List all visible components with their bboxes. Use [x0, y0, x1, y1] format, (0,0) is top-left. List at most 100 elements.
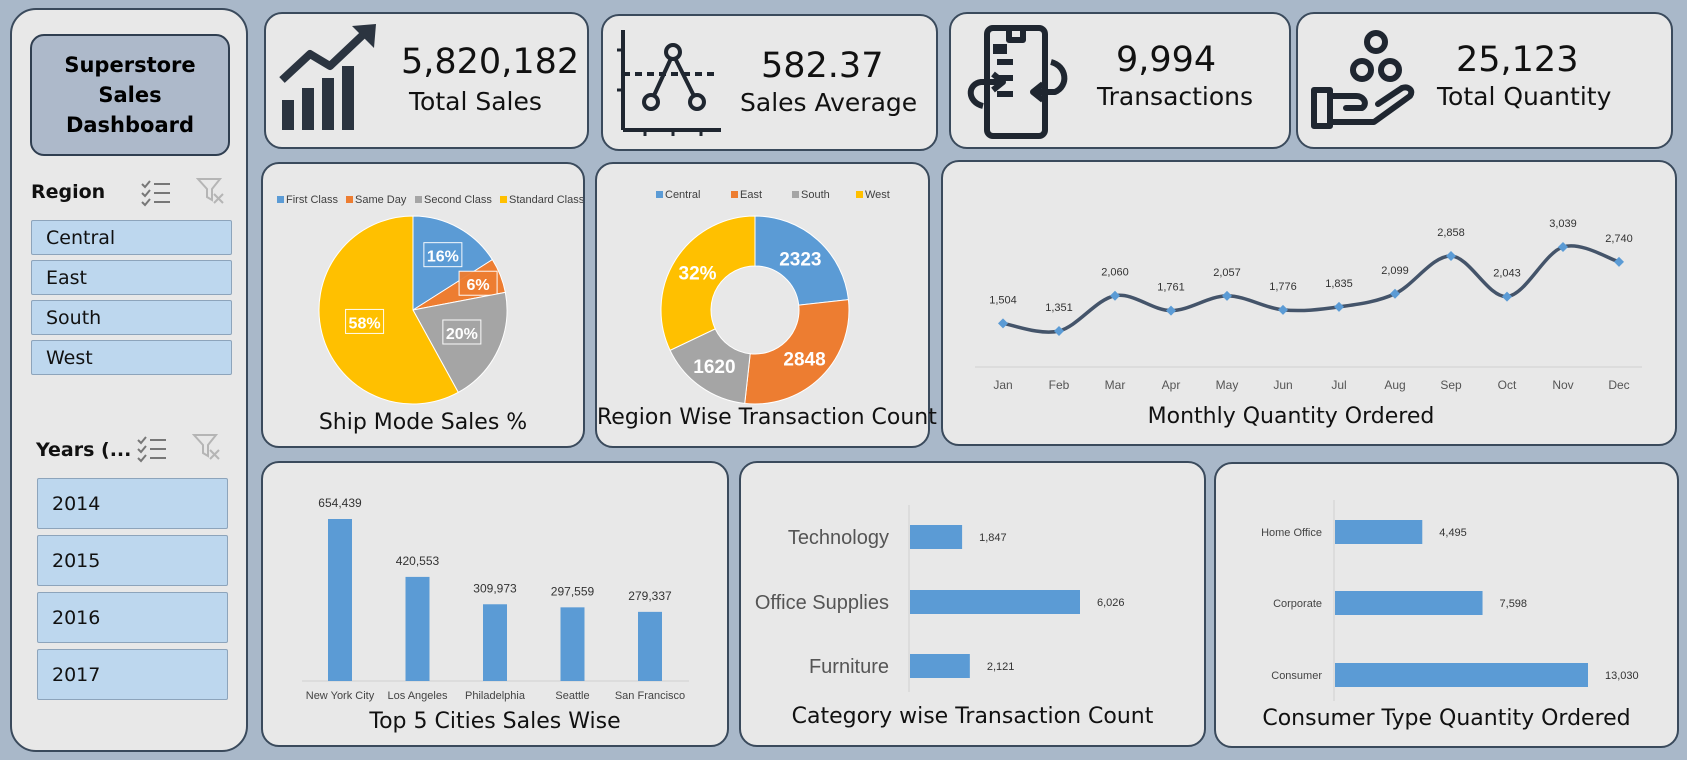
x-tick-label-aug: Aug: [1384, 378, 1405, 392]
transactions-value: 9,994: [1116, 40, 1217, 80]
bar-san-francisco: [638, 611, 662, 681]
marker-apr: [1166, 305, 1176, 316]
data-label-box-first-class: [423, 242, 463, 268]
data-label-east: 2848: [783, 349, 825, 370]
x-tick-label-philadelphia: Philadelphia: [465, 690, 526, 702]
region-clear-filter-icon[interactable]: [195, 176, 226, 208]
bar-corporate: [1335, 591, 1483, 615]
region-slicer-item-east[interactable]: East: [31, 260, 232, 295]
ship-mode-chart-title: Ship Mode Sales %: [318, 410, 528, 435]
total-quantity-label: Total Quantity: [1437, 82, 1612, 111]
marker-mar: [1110, 290, 1120, 301]
monthly-line-chart: 1,504 Jan 1,351 Feb 2,060 Mar 1,761 Apr 2,057 May…: [975, 218, 1642, 392]
marker-jul: [1334, 301, 1344, 312]
data-label-jul: 1,835: [1325, 278, 1353, 290]
legend-label-second-class: Second Class: [424, 194, 492, 206]
kpi-card-total-sales: 5,820,182 Total Sales: [264, 12, 589, 149]
data-label-box-second-class: [442, 319, 482, 345]
y-tick-label-home-office: Home Office: [1261, 527, 1322, 539]
data-label-new-york-city: 654,439: [318, 496, 362, 510]
years-slicer-header: Years (...: [36, 439, 132, 461]
monthly-chart-title: Monthly Quantity Ordered: [1147, 404, 1435, 429]
y-tick-label-furniture: Furniture: [809, 656, 889, 678]
marker-jun: [1278, 304, 1288, 315]
slice-west: [660, 215, 756, 351]
years-multiselect-icon[interactable]: [136, 434, 168, 464]
region-chart-title: Region Wise Transaction Count: [597, 405, 937, 430]
marker-dec: [1614, 256, 1624, 267]
data-label-apr: 1,761: [1157, 282, 1185, 294]
legend-swatch-same-day: [346, 196, 353, 203]
hand-coins-icon: [1310, 26, 1420, 136]
years-slicer-item-2015[interactable]: 2015: [37, 535, 228, 586]
data-label-south: 1620: [693, 357, 735, 378]
marker-jan: [998, 318, 1008, 329]
region-slicer-item-west[interactable]: West: [31, 340, 232, 375]
years-clear-filter-icon[interactable]: [191, 432, 222, 464]
bar-seattle: [560, 607, 585, 681]
data-label-mar: 2,060: [1101, 267, 1129, 279]
x-tick-label-jul: Jul: [1331, 378, 1346, 392]
data-label-standard-class: 58%: [349, 315, 381, 332]
data-label-first-class: 16%: [427, 249, 459, 266]
total-sales-value: 5,820,182: [401, 42, 580, 82]
data-label-west: 32%: [679, 264, 717, 285]
legend-swatch-second-class: [415, 196, 422, 203]
slice-central: [754, 215, 849, 306]
y-tick-label-consumer: Consumer: [1271, 670, 1322, 682]
region-slicer-item-south[interactable]: South: [31, 300, 232, 335]
y-tick-label-technology: Technology: [788, 527, 889, 549]
data-label-consumer: 13,030: [1605, 670, 1639, 682]
bar-new-york-city: [328, 519, 352, 681]
region-slicer-item-central[interactable]: Central: [31, 220, 232, 255]
x-tick-label-jan: Jan: [993, 378, 1012, 392]
years-slicer-item-2016[interactable]: 2016: [37, 592, 228, 643]
data-label-sep: 2,858: [1437, 227, 1465, 239]
years-slicer-item-2017[interactable]: 2017: [37, 649, 228, 700]
x-tick-label-oct: Oct: [1498, 378, 1517, 392]
bar-furniture: [910, 654, 970, 678]
top-cities-bar-chart: 654,439 New York City 420,553 Los Angeles 30…: [302, 496, 689, 702]
legend-label-central: Central: [665, 189, 700, 201]
x-tick-label-jun: Jun: [1273, 378, 1292, 392]
consumer-type-bar-chart: 4,495 Home Office 7,598 Corporate 13,030 Cons…: [1261, 500, 1639, 701]
marker-oct: [1502, 291, 1512, 302]
region-multiselect-icon[interactable]: [140, 178, 172, 208]
legend-swatch-standard-class: [500, 196, 507, 203]
x-tick-label-san-francisco: San Francisco: [615, 690, 685, 702]
marker-may: [1222, 290, 1232, 301]
years-slicer-item-2014[interactable]: 2014: [37, 478, 228, 529]
top-cities-chart-title: Top 5 Cities Sales Wise: [369, 709, 621, 734]
legend-label-east: East: [740, 189, 762, 201]
y-tick-label-office-supplies: Office Supplies: [755, 592, 889, 614]
dashboard-title: Superstore Sales Dashboard: [30, 34, 230, 156]
data-label-feb: 1,351: [1045, 302, 1073, 314]
legend-swatch-west: [856, 191, 863, 198]
transactions-label: Transactions: [1097, 82, 1254, 111]
consumer-type-chart-title: Consumer Type Quantity Ordered: [1262, 706, 1631, 731]
slice-standard-class: [318, 215, 459, 405]
monthly-quantity-line: [1002, 244, 1620, 334]
data-label-dec: 2,740: [1605, 233, 1633, 245]
x-tick-label-feb: Feb: [1049, 378, 1070, 392]
data-label-corporate: 7,598: [1500, 598, 1528, 610]
bar-philadelphia: [483, 604, 507, 681]
category-bar-chart: 1,847 Technology 6,026 Office Supplies 2,121…: [755, 505, 1125, 692]
data-label-may: 2,057: [1213, 267, 1241, 279]
bar-technology: [910, 525, 963, 549]
sales-average-label: Sales Average: [740, 88, 918, 117]
x-tick-label-seattle: Seattle: [555, 690, 589, 702]
data-label-box-standard-class: [345, 308, 385, 334]
kpi-card-total-quantity: 25,123 Total Quantity: [1296, 12, 1673, 149]
legend-label-south: South: [801, 189, 830, 201]
average-line-icon: [617, 26, 725, 138]
marker-aug: [1390, 288, 1400, 299]
data-label-nov: 3,039: [1549, 218, 1577, 230]
x-tick-label-may: May: [1216, 378, 1239, 392]
ship-mode-pie-chart: First Class Same Day Second Class Standard …: [277, 194, 583, 405]
marker-sep: [1446, 251, 1456, 262]
region-donut-chart: Central East South West 2323 2848 1620 32%: [656, 189, 890, 405]
data-label-technology: 1,847: [979, 532, 1007, 544]
data-label-oct: 2,043: [1493, 268, 1521, 280]
x-tick-label-dec: Dec: [1608, 378, 1629, 392]
